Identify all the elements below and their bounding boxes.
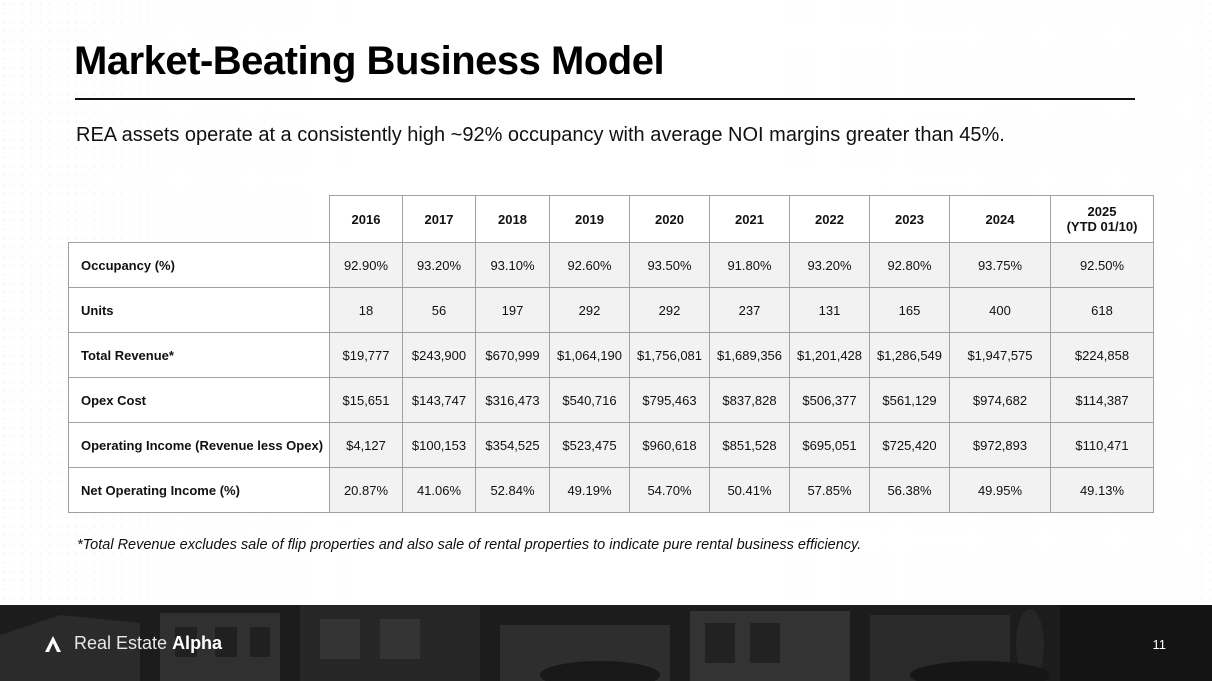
column-header: 2016 (329, 195, 403, 243)
table-row: Operating Income (Revenue less Opex) $4,… (68, 422, 1154, 468)
table-cell: $1,947,575 (949, 332, 1051, 378)
footnote: *Total Revenue excludes sale of flip pro… (77, 537, 862, 553)
table-cell: $110,471 (1050, 422, 1154, 468)
table-cell: $143,747 (402, 377, 476, 423)
table-cell: 400 (949, 287, 1051, 333)
page-number: 11 (1152, 637, 1167, 652)
table-cell: 93.75% (949, 242, 1051, 288)
table-cell: $224,858 (1050, 332, 1154, 378)
table-cell: $540,716 (549, 377, 630, 423)
table-row: Units 18 56 197 292 292 237 131 165 400 … (68, 287, 1154, 333)
table-cell: $4,127 (329, 422, 403, 468)
column-header: 2018 (475, 195, 550, 243)
table-cell: $1,201,428 (789, 332, 870, 378)
table-cell: 93.20% (789, 242, 870, 288)
table-cell: $114,387 (1050, 377, 1154, 423)
table-cell: 49.13% (1050, 467, 1154, 513)
table-cell: 56.38% (869, 467, 950, 513)
column-header: 2023 (869, 195, 950, 243)
table-cell: $974,682 (949, 377, 1051, 423)
column-header: 2024 (949, 195, 1051, 243)
brand-name-bold: Alpha (172, 633, 223, 653)
row-label: Total Revenue* (68, 332, 330, 378)
table-cell: 237 (709, 287, 790, 333)
table-cell: 41.06% (402, 467, 476, 513)
row-label: Operating Income (Revenue less Opex) (68, 422, 330, 468)
table-cell: 50.41% (709, 467, 790, 513)
table-cell: $795,463 (629, 377, 710, 423)
table-cell: $1,286,549 (869, 332, 950, 378)
table-cell: 292 (629, 287, 710, 333)
table-cell: $725,420 (869, 422, 950, 468)
table-cell: $695,051 (789, 422, 870, 468)
column-header: 2020 (629, 195, 710, 243)
table-cell: 20.87% (329, 467, 403, 513)
table-row: Net Operating Income (%) 20.87% 41.06% 5… (68, 467, 1154, 513)
table-cell: 93.50% (629, 242, 710, 288)
row-label: Units (68, 287, 330, 333)
table-cell: $354,525 (475, 422, 550, 468)
row-label: Net Operating Income (%) (68, 467, 330, 513)
title-divider (75, 98, 1135, 100)
column-header-note: (YTD 01/10) (1066, 219, 1138, 234)
slide-subtitle: REA assets operate at a consistently hig… (76, 124, 1005, 146)
column-header: 2025 (YTD 01/10) (1050, 195, 1154, 243)
table-cell: 131 (789, 287, 870, 333)
table-cell: $851,528 (709, 422, 790, 468)
table-cell: $243,900 (402, 332, 476, 378)
table-cell: 292 (549, 287, 630, 333)
table-cell: 93.10% (475, 242, 550, 288)
table-cell: $506,377 (789, 377, 870, 423)
table-cell: $523,475 (549, 422, 630, 468)
table-cell: $100,153 (402, 422, 476, 468)
table-cell: 54.70% (629, 467, 710, 513)
slide-title: Market-Beating Business Model (74, 39, 665, 83)
table-cell: $1,064,190 (549, 332, 630, 378)
table-cell: 92.50% (1050, 242, 1154, 288)
table-cell: $670,999 (475, 332, 550, 378)
footer-banner: Real Estate Alpha 11 (0, 605, 1212, 681)
brand-name-light: Real Estate (74, 633, 168, 653)
chevron-a-icon (45, 635, 61, 652)
table-cell: 197 (475, 287, 550, 333)
business-metrics-table: 2016 2017 2018 2019 2020 2021 2022 2023 … (68, 195, 1154, 513)
table-cell: 18 (329, 287, 403, 333)
table-cell: $1,756,081 (629, 332, 710, 378)
row-label: Opex Cost (68, 377, 330, 423)
column-header: 2022 (789, 195, 870, 243)
table-cell: $316,473 (475, 377, 550, 423)
table-corner-cell (69, 196, 330, 243)
column-header: 2017 (402, 195, 476, 243)
table-cell: 92.90% (329, 242, 403, 288)
table-cell: 49.19% (549, 467, 630, 513)
table-cell: $972,893 (949, 422, 1051, 468)
table-cell: 92.60% (549, 242, 630, 288)
house-silhouette-background (0, 605, 1212, 681)
table-cell: 618 (1050, 287, 1154, 333)
table-row: Opex Cost $15,651 $143,747 $316,473 $540… (68, 377, 1154, 423)
table-cell: $1,689,356 (709, 332, 790, 378)
table-cell: $561,129 (869, 377, 950, 423)
table-cell: 57.85% (789, 467, 870, 513)
table-cell: $837,828 (709, 377, 790, 423)
table-cell: 93.20% (402, 242, 476, 288)
table-cell: 92.80% (869, 242, 950, 288)
table-cell: 91.80% (709, 242, 790, 288)
table-cell: $19,777 (329, 332, 403, 378)
table-cell: 49.95% (949, 467, 1051, 513)
table-row: Occupancy (%) 92.90% 93.20% 93.10% 92.60… (68, 242, 1154, 288)
table-cell: $15,651 (329, 377, 403, 423)
table-cell: 52.84% (475, 467, 550, 513)
table-row: Total Revenue* $19,777 $243,900 $670,999… (68, 332, 1154, 378)
table-cell: 56 (402, 287, 476, 333)
table-header-row: 2016 2017 2018 2019 2020 2021 2022 2023 … (69, 195, 1154, 243)
column-header: 2021 (709, 195, 790, 243)
table-cell: $960,618 (629, 422, 710, 468)
brand-logo: Real Estate Alpha (44, 633, 222, 654)
column-header: 2019 (549, 195, 630, 243)
table-cell: 165 (869, 287, 950, 333)
row-label: Occupancy (%) (68, 242, 330, 288)
